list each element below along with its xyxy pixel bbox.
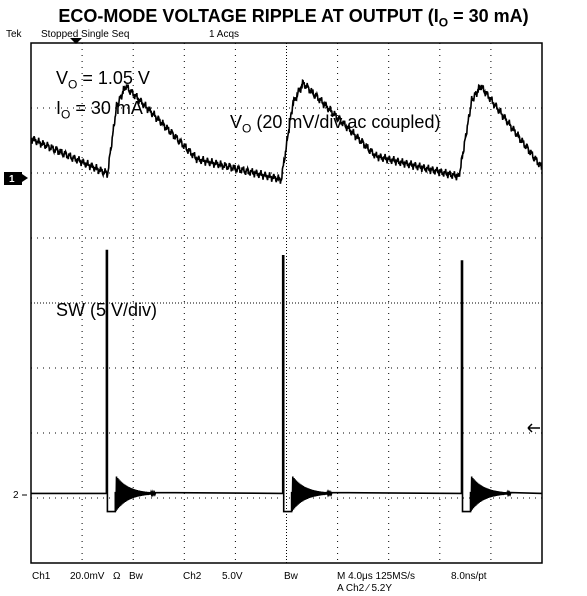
ch2-marker-label: 2	[13, 490, 19, 501]
footer-ch2-bw: Bw	[284, 571, 298, 582]
annotation-sw: SW (5 V/div)	[56, 300, 158, 320]
annotation-ch1-scale: VO (20 mV/div ac coupled)	[230, 112, 441, 136]
plot-frame	[30, 42, 543, 564]
footer-ch1-bw: Bw	[129, 571, 143, 582]
trace-sw	[31, 249, 543, 513]
footer-trigger: A Ch2 ∕ 5.2Y	[337, 583, 393, 594]
footer-ch2: Ch2	[183, 571, 202, 582]
annotation-vo: VO = 1.05 V	[56, 68, 150, 92]
acquisition-count: 1 Acqs	[209, 29, 240, 40]
ch1-marker-label: 1	[9, 174, 15, 185]
footer-ch1: Ch1	[32, 571, 51, 582]
trigger-position-marker	[70, 38, 82, 44]
ch1-marker-arrow	[22, 174, 28, 182]
trigger-level-marker	[527, 423, 540, 433]
footer-ch1-impedance: Ω	[113, 571, 121, 582]
trace-vo	[30, 78, 543, 184]
chart-title: ECO-MODE VOLTAGE RIPPLE AT OUTPUT (IO = …	[58, 6, 529, 30]
annotation-io: IO = 30 mA	[56, 98, 143, 122]
scope-brand: Tek	[6, 29, 22, 40]
ch1-marker-box	[4, 172, 22, 185]
footer-ch2-scale: 5.0V	[222, 571, 243, 582]
acquisition-status: Stopped Single Seq	[41, 29, 130, 40]
graticule	[31, 43, 542, 563]
footer-sample-interval: 8.0ns/pt	[451, 571, 487, 582]
footer-timebase: M 4.0μs 125MS/s	[337, 571, 416, 582]
footer-ch1-scale: 20.0mV	[70, 571, 105, 582]
